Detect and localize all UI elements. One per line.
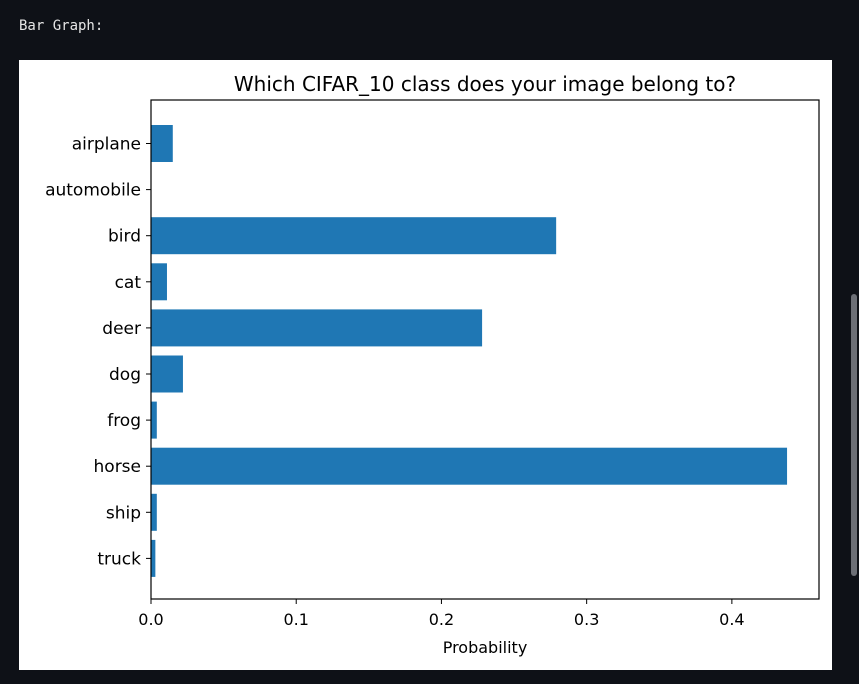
x-tick-label: 0.1	[283, 610, 308, 629]
x-tick-label: 0.4	[719, 610, 744, 629]
y-ticks-layer: airplane automobile bird cat deer dog frog hors…	[45, 135, 151, 569]
bar-ship	[151, 493, 157, 531]
bar-airplane	[151, 125, 173, 162]
y-tick-label-truck: truck	[97, 549, 141, 569]
bar-dog	[151, 355, 183, 393]
y-tick-label-automobile: automobile	[45, 181, 141, 201]
bar-deer	[151, 309, 483, 347]
y-tick-label-cat: cat	[115, 273, 142, 293]
x-tick-label: 0.0	[138, 610, 163, 629]
y-tick-label-frog: frog	[107, 411, 141, 431]
bar-frog	[151, 401, 157, 439]
bar-chart-figure: Which CIFAR_10 class does your image bel…	[19, 60, 832, 670]
output-label: Bar Graph:	[19, 18, 104, 34]
bar-chart: Which CIFAR_10 class does your image bel…	[45, 72, 820, 657]
x-axis-label: Probability	[443, 638, 528, 657]
bar-bird	[151, 217, 557, 255]
y-tick-label-dog: dog	[109, 365, 141, 385]
bar-cat	[151, 263, 167, 301]
scrollbar-track[interactable]	[847, 0, 859, 684]
x-tick-label: 0.3	[574, 610, 599, 629]
x-ticks-layer: 0.0 0.1 0.2 0.3 0.4	[138, 599, 745, 629]
y-tick-label-deer: deer	[102, 319, 141, 339]
y-tick-label-ship: ship	[106, 503, 141, 523]
bar-truck	[151, 539, 156, 577]
y-tick-label-horse: horse	[94, 457, 141, 477]
chart-title: Which CIFAR_10 class does your image bel…	[234, 72, 736, 96]
y-tick-label-airplane: airplane	[72, 135, 141, 155]
bars-layer	[151, 125, 788, 577]
bar-horse	[151, 447, 788, 485]
x-tick-label: 0.2	[429, 610, 454, 629]
scrollbar-thumb[interactable]	[851, 294, 857, 576]
y-tick-label-bird: bird	[108, 227, 141, 247]
plot-area-frame	[150, 99, 820, 600]
